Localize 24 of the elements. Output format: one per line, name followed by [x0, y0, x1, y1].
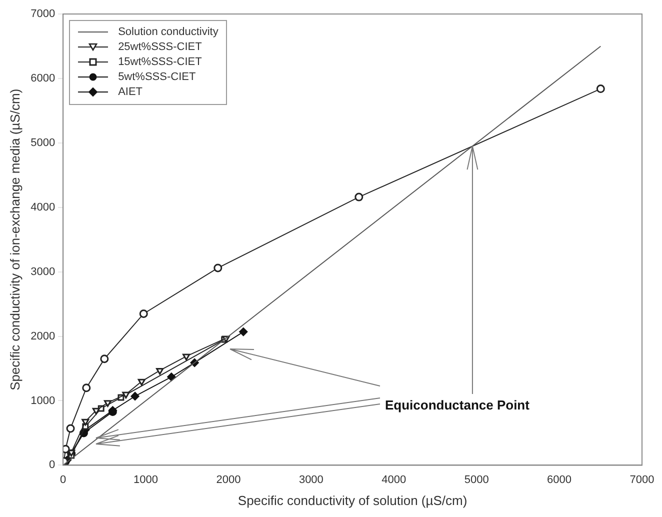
x-tick-label: 2000: [216, 474, 241, 486]
x-tick-label: 0: [60, 474, 66, 486]
legend-label: 25wt%SSS-CIET: [118, 41, 202, 53]
legend-label: 5wt%SSS-CIET: [118, 71, 196, 83]
legend-label: 15wt%SSS-CIET: [118, 56, 202, 68]
y-axis-title: Specific conductivity of ion-exchange media (µS/cm): [7, 88, 22, 390]
y-tick-label: 2000: [30, 330, 56, 342]
y-tick-label: 5000: [30, 136, 56, 149]
x-tick-label: 7000: [630, 474, 654, 486]
legend-label: Solution conductivity: [118, 26, 218, 38]
x-tick-label: 6000: [547, 474, 572, 486]
legend-label: AIET: [118, 86, 143, 98]
y-tick-label: 0: [48, 459, 56, 472]
x-tick-label: 4000: [382, 474, 406, 486]
y-tick-label: 7000: [30, 8, 56, 20]
annotation: Equiconductance Point: [385, 398, 530, 413]
x-axis-title: Specific conductivity of solution (µS/cm): [238, 492, 468, 508]
x-tick-label: 5000: [464, 474, 489, 486]
y-tick-label: 6000: [30, 72, 56, 84]
x-tick-label: 1000: [134, 474, 158, 486]
y-tick-label: 4000: [30, 201, 56, 214]
x-tick-label: 3000: [298, 474, 324, 486]
y-tick-label: 3000: [30, 266, 56, 278]
y-tick-label: 1000: [30, 394, 56, 407]
